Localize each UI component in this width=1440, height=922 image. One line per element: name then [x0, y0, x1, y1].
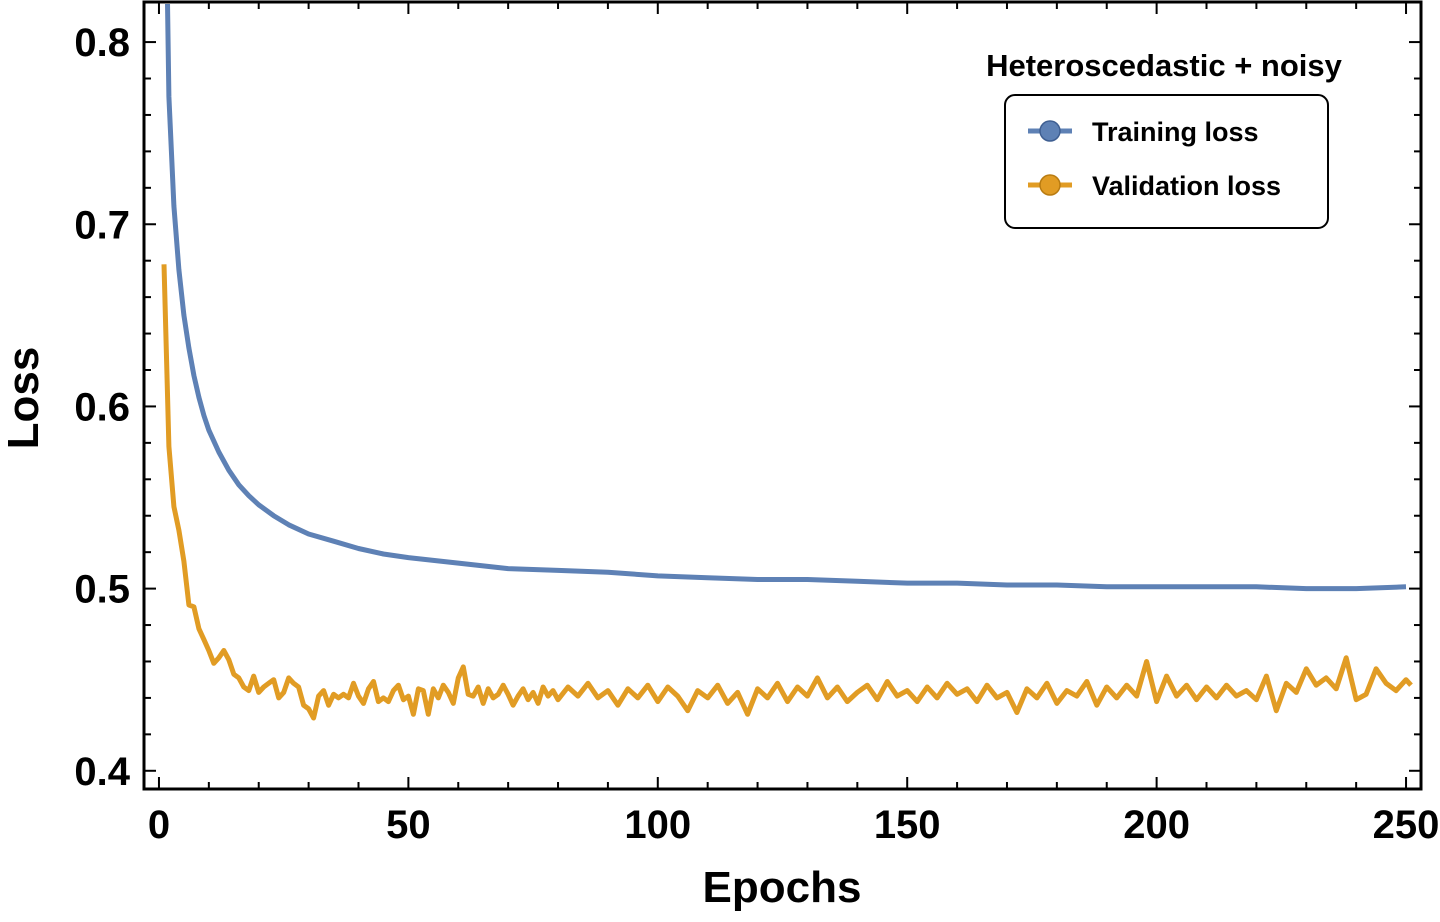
y-tick-label: 0.5 [74, 568, 130, 612]
y-tick-label: 0.6 [74, 385, 130, 429]
x-tick-label: 50 [386, 803, 431, 847]
legend-marker-validation [1039, 174, 1061, 196]
legend-title: Heteroscedastic + noisy [986, 48, 1343, 83]
x-tick-label: 250 [1373, 803, 1440, 847]
y-tick-labels: 0.4 0.5 0.6 0.7 0.8 [74, 21, 130, 794]
x-tick-label: 0 [148, 803, 170, 847]
x-tick-label: 200 [1123, 803, 1190, 847]
x-tick-label: 150 [874, 803, 941, 847]
validation-loss-line [161, 264, 1413, 721]
series-layer [161, 4, 1413, 721]
y-tick-label: 0.8 [74, 21, 130, 65]
legend-marker-training [1039, 120, 1061, 142]
legend-box [1004, 94, 1329, 229]
x-axis-title: Epochs [703, 863, 862, 912]
training-loss-line [165, 4, 1407, 592]
x-tick-labels: 0 50 100 150 200 250 [148, 803, 1440, 847]
plot-frame [142, 0, 1423, 791]
x-tick-label: 100 [624, 803, 691, 847]
legend-label-training: Training loss [1092, 117, 1259, 147]
y-axis-title: Loss [0, 347, 48, 450]
y-tick-label: 0.7 [74, 203, 130, 247]
y-tick-label: 0.4 [74, 750, 130, 794]
legend: Heteroscedastic + noisy Training loss Va… [986, 48, 1343, 229]
axis-ticks [144, 2, 1421, 789]
legend-label-validation: Validation loss [1092, 171, 1281, 201]
